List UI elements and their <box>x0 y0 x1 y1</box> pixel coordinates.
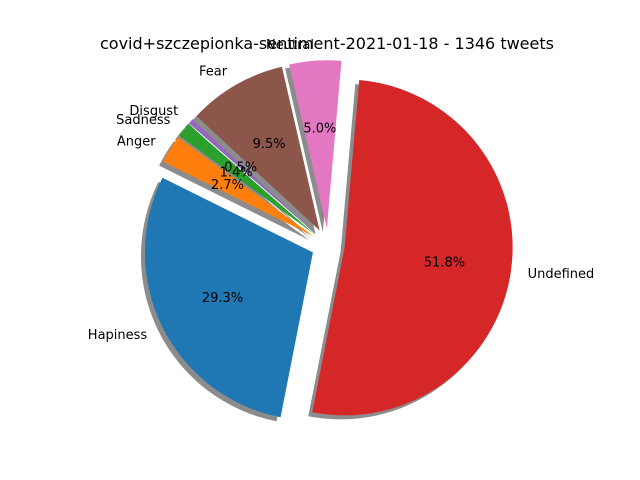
chart-title: covid+szczepionka-sentiment-2021-01-18 -… <box>100 34 554 53</box>
slice-label-anger: Anger <box>117 134 156 149</box>
slice-hapiness <box>144 177 313 418</box>
slice-percent-labels: 51.8% 29.3% 2.7%1.4%0.5% 9.5% 5.0% <box>202 122 465 306</box>
slice-anger <box>163 137 314 237</box>
slice-percent-fear: 9.5% <box>253 137 286 152</box>
slice-undefined <box>312 79 513 416</box>
slice-percent-neutral: 5.0% <box>303 122 336 137</box>
slice-label-fear: Fear <box>199 64 228 79</box>
slice-neutral <box>289 60 342 229</box>
slice-sadness <box>179 124 315 235</box>
pie-slices <box>144 60 513 418</box>
slice-percent-anger: 2.7% <box>211 178 244 193</box>
slice-percent-sadness: 1.4% <box>220 166 253 181</box>
slice-disgust <box>188 119 316 234</box>
slice-label-undefined: Undefined <box>528 267 595 282</box>
slice-label-disgust: Disgust <box>129 104 178 119</box>
slice-percent-hapiness: 29.3% <box>202 291 243 306</box>
slice-label-sadness: Sadness <box>116 113 170 128</box>
slice-percent-disgust: 0.5% <box>224 160 257 175</box>
slice-label-hapiness: Hapiness <box>88 328 148 343</box>
slice-percent-undefined: 51.8% <box>424 255 465 270</box>
slice-label-neutral: Neutral <box>266 38 314 53</box>
slice-fear <box>196 66 320 231</box>
